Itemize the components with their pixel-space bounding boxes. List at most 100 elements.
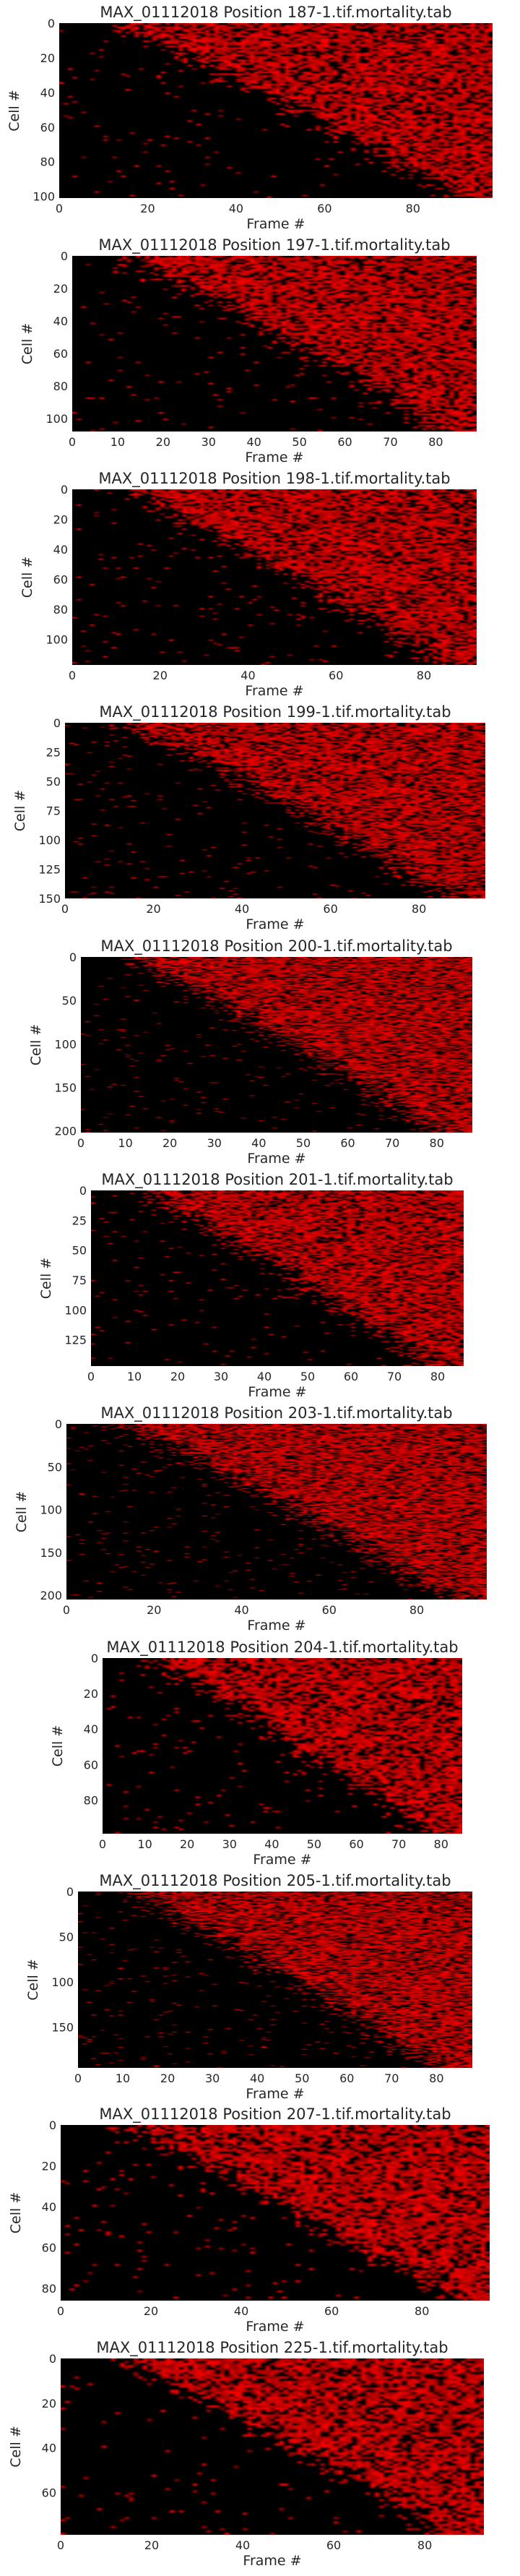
x-tick-label: 60	[323, 902, 337, 916]
x-tick-label: 80	[428, 435, 443, 449]
heatmap-panel: MAX_01112018 Position 200-1.tif.mortalit…	[28, 937, 472, 1167]
x-tick-label: 20	[144, 2304, 158, 2318]
heatmap-cells	[72, 256, 477, 432]
y-axis-label: Cell #	[20, 557, 35, 598]
y-axis-label: Cell #	[12, 790, 28, 831]
x-tick-label: 30	[202, 435, 216, 449]
x-tick-label: 70	[384, 2071, 399, 2085]
y-tick-label: 150	[38, 892, 61, 906]
x-tick-label: 70	[387, 1370, 402, 1383]
x-tick-label: 80	[429, 2071, 443, 2085]
y-tick-label: 0	[53, 716, 61, 730]
x-tick-label: 40	[250, 2071, 264, 2085]
y-tick-label: 0	[55, 1417, 62, 1431]
x-tick-label: 60	[337, 435, 352, 449]
y-tick-label: 0	[61, 483, 68, 497]
y-tick-label: 60	[84, 1758, 98, 1772]
y-tick-label: 40	[53, 314, 68, 328]
y-tick-label: 100	[38, 833, 61, 847]
y-tick-label: 50	[59, 1931, 74, 1944]
x-tick-label: 20	[180, 1837, 194, 1851]
y-tick-label: 25	[72, 1214, 87, 1227]
x-tick-label: 40	[251, 1136, 266, 1150]
y-axis-label: Cell #	[38, 1258, 54, 1299]
x-tick-label: 80	[417, 669, 431, 682]
x-tick-label: 60	[349, 1837, 363, 1851]
y-tick-label: 150	[51, 2021, 74, 2035]
chart-title: MAX_01112018 Position 204-1.tif.mortalit…	[106, 1639, 458, 1657]
x-tick-label: 10	[137, 1837, 152, 1851]
y-tick-label: 0	[66, 1885, 74, 1899]
x-axis-label: Frame #	[246, 2319, 304, 2335]
x-tick-label: 40	[257, 1370, 272, 1383]
x-tick-label: 0	[77, 1136, 84, 1150]
y-tick-label: 0	[91, 1652, 98, 1665]
y-tick-label: 125	[64, 1334, 87, 1347]
heatmap-panel: MAX_01112018 Position 199-1.tif.mortalit…	[12, 703, 485, 932]
x-tick-label: 60	[329, 669, 343, 682]
y-tick-label: 40	[42, 2200, 56, 2214]
y-tick-label: 80	[53, 379, 68, 393]
x-tick-label: 0	[57, 2304, 64, 2318]
y-tick-label: 60	[40, 121, 55, 134]
y-tick-label: 60	[42, 2241, 56, 2255]
x-tick-label: 10	[118, 1136, 132, 1150]
y-tick-label: 40	[53, 543, 68, 557]
x-tick-label: 80	[415, 2304, 429, 2318]
y-tick-label: 50	[48, 1460, 62, 1474]
x-tick-label: 50	[300, 1370, 315, 1383]
x-tick-label: 0	[87, 1370, 95, 1383]
y-axis-label: Cell #	[28, 1024, 44, 1065]
x-tick-label: 20	[144, 2538, 159, 2552]
x-tick-label: 0	[69, 669, 76, 682]
x-tick-label: 70	[391, 1837, 406, 1851]
x-axis-label: Frame #	[253, 1852, 311, 1868]
y-tick-label: 20	[40, 51, 55, 65]
chart-title: MAX_01112018 Position 199-1.tif.mortalit…	[99, 703, 451, 721]
y-tick-label: 200	[40, 1589, 62, 1602]
y-tick-label: 50	[72, 1244, 87, 1258]
x-tick-label: 20	[140, 202, 155, 215]
heatmap-panel: MAX_01112018 Position 203-1.tif.mortalit…	[14, 1404, 487, 1633]
heatmap-panel: MAX_01112018 Position 197-1.tif.mortalit…	[20, 236, 477, 465]
x-axis-label: Frame #	[246, 2086, 304, 2102]
x-tick-label: 20	[147, 1603, 161, 1617]
y-axis-label: Cell #	[20, 323, 35, 364]
x-tick-label: 50	[292, 435, 306, 449]
y-tick-label: 20	[42, 2397, 56, 2410]
x-tick-label: 60	[339, 2071, 354, 2085]
chart-title: MAX_01112018 Position 201-1.tif.mortalit…	[101, 1171, 453, 1189]
x-tick-label: 80	[406, 202, 420, 215]
y-tick-label: 50	[62, 994, 77, 1008]
x-axis-label: Frame #	[247, 1618, 306, 1633]
y-tick-label: 100	[46, 412, 68, 426]
x-axis-label: Frame #	[247, 1151, 306, 1167]
x-tick-label: 30	[207, 1136, 222, 1150]
y-tick-label: 25	[46, 746, 61, 760]
y-axis-label: Cell #	[8, 2192, 24, 2233]
heatmap-panel: MAX_01112018 Position 204-1.tif.mortalit…	[50, 1639, 462, 1868]
x-axis-label: Frame #	[246, 216, 305, 232]
x-tick-label: 20	[156, 435, 170, 449]
x-tick-label: 70	[385, 1136, 399, 1150]
x-tick-label: 20	[162, 1136, 177, 1150]
x-tick-label: 30	[222, 1837, 237, 1851]
y-tick-label: 40	[84, 1722, 98, 1736]
y-tick-label: 40	[40, 86, 55, 100]
y-tick-label: 0	[48, 17, 55, 30]
x-axis-label: Frame #	[246, 916, 304, 932]
heatmap-panel: MAX_01112018 Position 225-1.tif.mortalit…	[8, 2339, 484, 2569]
y-tick-label: 75	[46, 804, 61, 818]
heatmap-panel: MAX_01112018 Position 207-1.tif.mortalit…	[8, 2105, 490, 2335]
y-tick-label: 20	[42, 2160, 56, 2173]
y-tick-label: 150	[40, 1546, 62, 1560]
x-tick-label: 0	[63, 1603, 70, 1617]
chart-title: MAX_01112018 Position 207-1.tif.mortalit…	[99, 2105, 451, 2124]
y-tick-label: 20	[53, 513, 68, 527]
x-tick-label: 40	[235, 902, 249, 916]
y-axis-label: Cell #	[50, 1725, 66, 1766]
x-tick-label: 20	[146, 902, 160, 916]
y-tick-label: 40	[42, 2442, 56, 2455]
heatmap-panel: MAX_01112018 Position 201-1.tif.mortalit…	[38, 1171, 464, 1400]
